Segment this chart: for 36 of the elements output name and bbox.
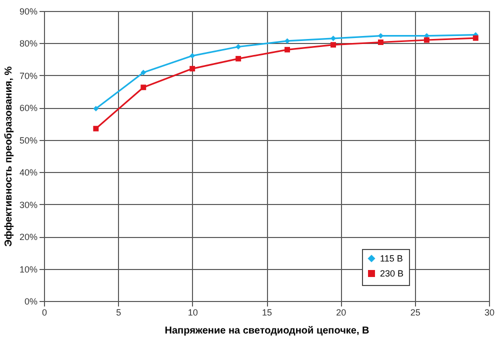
- x-tick-label: 10: [188, 308, 198, 318]
- legend-label: 115 В: [380, 254, 403, 264]
- x-tick-label: 5: [116, 308, 122, 318]
- x-tick-label: 30: [484, 308, 495, 318]
- legend-label: 230 В: [380, 268, 404, 278]
- x-tick-label: 25: [410, 308, 420, 318]
- y-tick-label: 40%: [19, 168, 38, 178]
- y-tick-label: 20%: [19, 232, 38, 242]
- y-tick-label: 50%: [19, 135, 38, 146]
- point: [330, 36, 336, 42]
- point: [424, 37, 430, 43]
- point: [472, 35, 478, 41]
- y-tick-label: 80%: [19, 38, 38, 49]
- y-tick-label: 0%: [24, 296, 38, 306]
- point: [190, 66, 196, 72]
- x-axis-title: Напряжение на светодиодной цепочке, В: [164, 326, 370, 336]
- point: [330, 42, 336, 48]
- y-tick-label: 60%: [19, 103, 38, 114]
- point: [140, 84, 146, 90]
- point: [378, 33, 384, 39]
- y-tick-label: 10%: [19, 264, 38, 274]
- point: [93, 106, 99, 112]
- point: [284, 46, 290, 52]
- y-tick-label: 70%: [19, 70, 38, 81]
- point: [236, 56, 242, 62]
- y-axis-title: Эффективность преобразования, %: [3, 66, 14, 247]
- x-tick-label: 0: [42, 308, 48, 318]
- point: [190, 53, 196, 59]
- y-tick-label: 90%: [19, 6, 38, 16]
- point: [378, 40, 384, 45]
- y-tick-label: 30%: [19, 200, 38, 210]
- point: [140, 70, 146, 76]
- point: [236, 44, 242, 50]
- x-tick-label: 20: [336, 308, 346, 318]
- x-tick-label: 15: [262, 308, 272, 318]
- point: [93, 126, 99, 132]
